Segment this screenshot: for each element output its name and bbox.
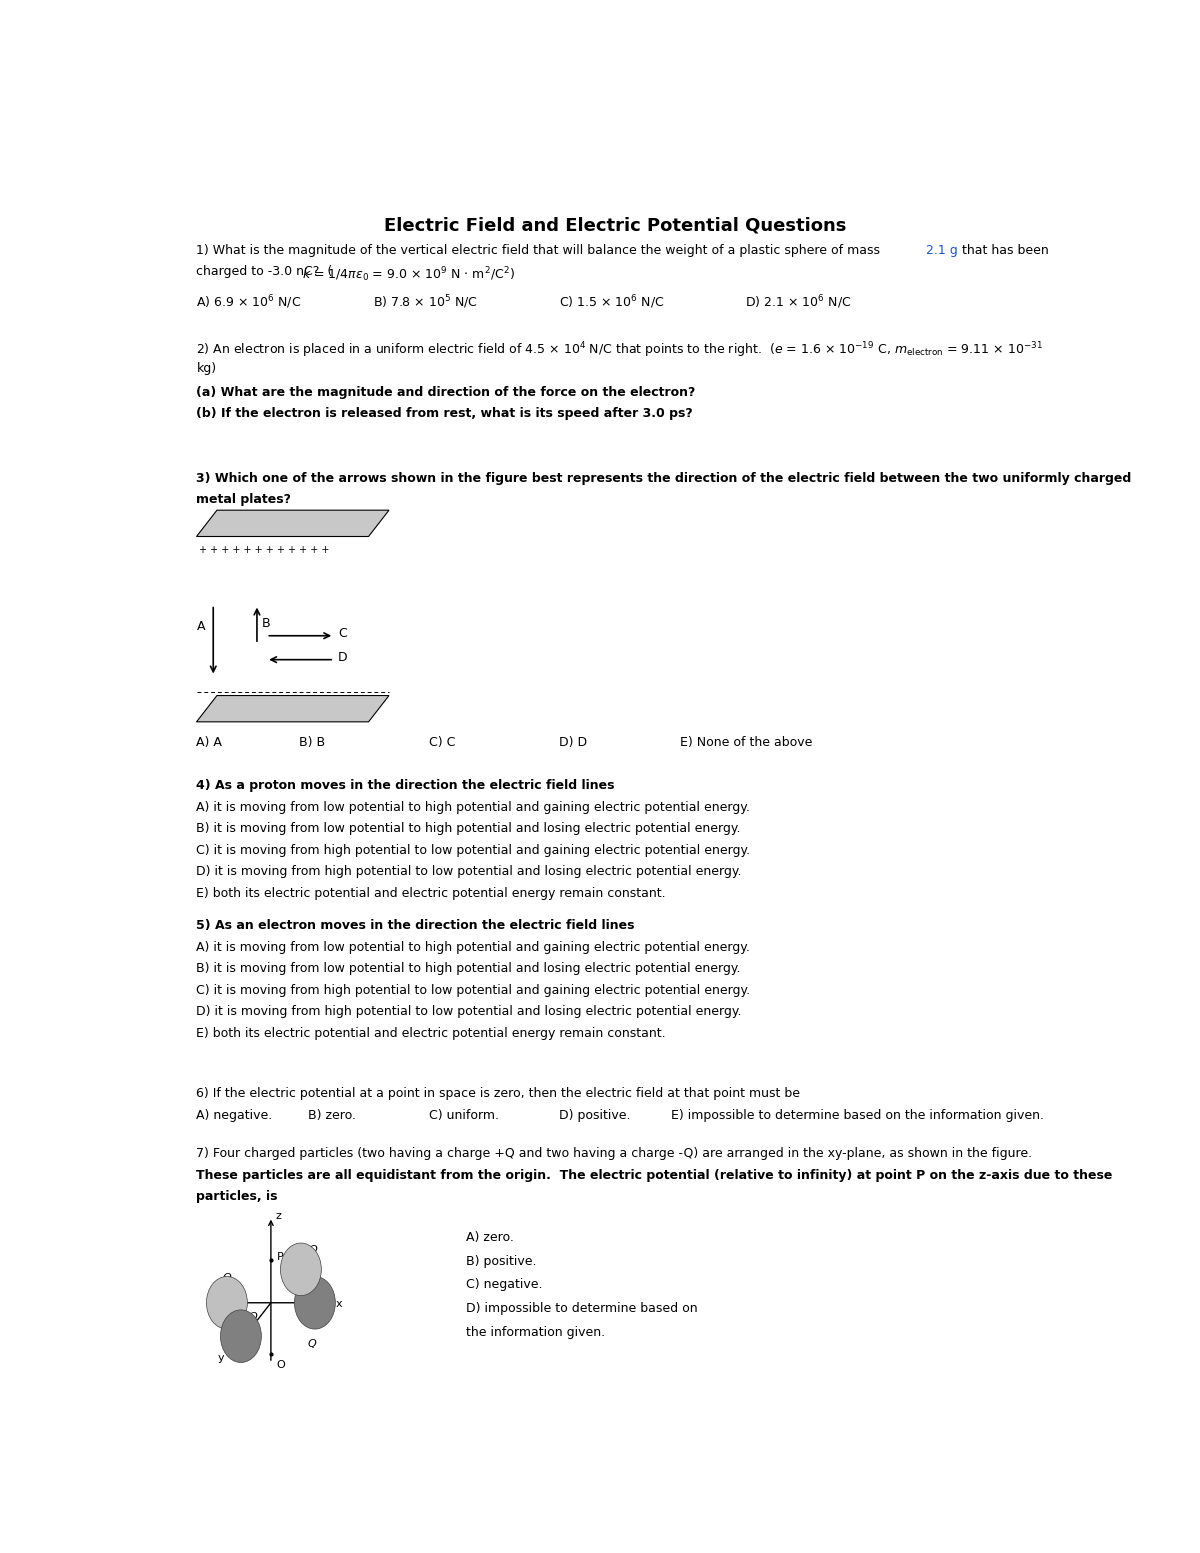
Text: $k$ = 1/4$\pi\varepsilon_0$ = 9.0 $\times$ 10$^{9}$ N $\cdot$ m$^{2}$/C$^{2}$): $k$ = 1/4$\pi\varepsilon_0$ = 9.0 $\time… (301, 266, 515, 284)
Text: 1) What is the magnitude of the vertical electric field that will balance the we: 1) What is the magnitude of the vertical… (197, 244, 884, 256)
Text: B) zero.: B) zero. (308, 1109, 356, 1121)
Text: 7) Four charged particles (two having a charge +Q and two having a charge -Q) ar: 7) Four charged particles (two having a … (197, 1148, 1033, 1160)
Text: D) D: D) D (559, 736, 587, 749)
Text: A) it is moving from low potential to high potential and gaining electric potent: A) it is moving from low potential to hi… (197, 801, 750, 814)
Text: Electric Field and Electric Potential Questions: Electric Field and Electric Potential Qu… (384, 216, 846, 235)
Text: z: z (276, 1211, 282, 1221)
Text: B) positive.: B) positive. (467, 1255, 536, 1267)
Text: Q: Q (307, 1339, 316, 1348)
Text: 3) Which one of the arrows shown in the figure best represents the direction of : 3) Which one of the arrows shown in the … (197, 472, 1132, 485)
Text: C) negative.: C) negative. (467, 1278, 542, 1292)
Text: y: y (217, 1353, 224, 1362)
Text: B) it is moving from low potential to high potential and losing electric potenti: B) it is moving from low potential to hi… (197, 822, 742, 836)
Text: (a) What are the magnitude and direction of the force on the electron?: (a) What are the magnitude and direction… (197, 385, 696, 399)
Text: E) both its electric potential and electric potential energy remain constant.: E) both its electric potential and elect… (197, 887, 666, 899)
Text: D) 2.1 $\times$ 10$^{6}$ N/C: D) 2.1 $\times$ 10$^{6}$ N/C (745, 294, 852, 311)
Circle shape (221, 1309, 262, 1362)
Polygon shape (197, 511, 389, 536)
Text: B) it is moving from low potential to high potential and losing electric potenti: B) it is moving from low potential to hi… (197, 963, 742, 975)
Text: Q: Q (222, 1273, 232, 1283)
Polygon shape (197, 696, 389, 722)
Text: 2.1 g: 2.1 g (925, 244, 958, 256)
Text: +: + (310, 1300, 320, 1314)
Text: C: C (338, 627, 347, 640)
Text: E) impossible to determine based on the information given.: E) impossible to determine based on the … (671, 1109, 1044, 1121)
Text: A) zero.: A) zero. (467, 1232, 514, 1244)
Text: + + + + + + + + + + + +: + + + + + + + + + + + + (199, 545, 330, 554)
Text: Q: Q (308, 1246, 317, 1255)
Text: A) it is moving from low potential to high potential and gaining electric potent: A) it is moving from low potential to hi… (197, 941, 750, 954)
Text: C) 1.5 $\times$ 10$^{6}$ N/C: C) 1.5 $\times$ 10$^{6}$ N/C (559, 294, 665, 311)
Text: D) positive.: D) positive. (559, 1109, 631, 1121)
Text: B) B: B) B (299, 736, 325, 749)
Text: B: B (262, 617, 270, 629)
Text: kg): kg) (197, 362, 217, 376)
Text: These particles are all equidistant from the origin.  The electric potential (re: These particles are all equidistant from… (197, 1169, 1112, 1182)
Text: metal plates?: metal plates? (197, 494, 292, 506)
Text: -: - (298, 1266, 304, 1280)
Text: 2) An electron is placed in a uniform electric field of 4.5 $\times$ 10$^{4}$ N/: 2) An electron is placed in a uniform el… (197, 340, 1043, 360)
Text: 5) As an electron moves in the direction the electric field lines: 5) As an electron moves in the direction… (197, 919, 635, 932)
Text: E) both its electric potential and electric potential energy remain constant.: E) both its electric potential and elect… (197, 1027, 666, 1041)
Text: x: x (335, 1300, 342, 1309)
Text: O: O (276, 1360, 286, 1370)
Text: that has been: that has been (958, 244, 1049, 256)
Text: +: + (235, 1332, 247, 1346)
Text: -: - (224, 1300, 229, 1314)
Text: B) 7.8 $\times$ 10$^{5}$ N/C: B) 7.8 $\times$ 10$^{5}$ N/C (373, 294, 478, 311)
Text: charged to -3.0 nC?  (: charged to -3.0 nC? ( (197, 266, 332, 278)
Text: D) it is moving from high potential to low potential and losing electric potenti: D) it is moving from high potential to l… (197, 1005, 742, 1019)
Text: C) C: C) C (430, 736, 455, 749)
Text: A) 6.9 $\times$ 10$^{6}$ N/C: A) 6.9 $\times$ 10$^{6}$ N/C (197, 294, 302, 311)
Text: D) it is moving from high potential to low potential and losing electric potenti: D) it is moving from high potential to l… (197, 865, 742, 879)
Text: E) None of the above: E) None of the above (680, 736, 812, 749)
Text: P: P (276, 1252, 283, 1263)
Circle shape (281, 1242, 322, 1295)
Text: D: D (338, 651, 348, 665)
Text: (b) If the electron is released from rest, what is its speed after 3.0 ps?: (b) If the electron is released from res… (197, 407, 694, 421)
Text: 4) As a proton moves in the direction the electric field lines: 4) As a proton moves in the direction th… (197, 780, 616, 792)
Text: Q: Q (248, 1312, 257, 1322)
Text: C) uniform.: C) uniform. (430, 1109, 499, 1121)
Circle shape (206, 1277, 247, 1329)
Text: D) impossible to determine based on: D) impossible to determine based on (467, 1301, 698, 1315)
Circle shape (294, 1277, 335, 1329)
Text: A: A (197, 620, 205, 634)
Text: the information given.: the information given. (467, 1326, 605, 1339)
Text: A) negative.: A) negative. (197, 1109, 272, 1121)
Text: A) A: A) A (197, 736, 222, 749)
Text: C) it is moving from high potential to low potential and gaining electric potent: C) it is moving from high potential to l… (197, 843, 751, 857)
Text: particles, is: particles, is (197, 1190, 278, 1204)
Text: 6) If the electric potential at a point in space is zero, then the electric fiel: 6) If the electric potential at a point … (197, 1087, 800, 1100)
Text: C) it is moving from high potential to low potential and gaining electric potent: C) it is moving from high potential to l… (197, 983, 751, 997)
